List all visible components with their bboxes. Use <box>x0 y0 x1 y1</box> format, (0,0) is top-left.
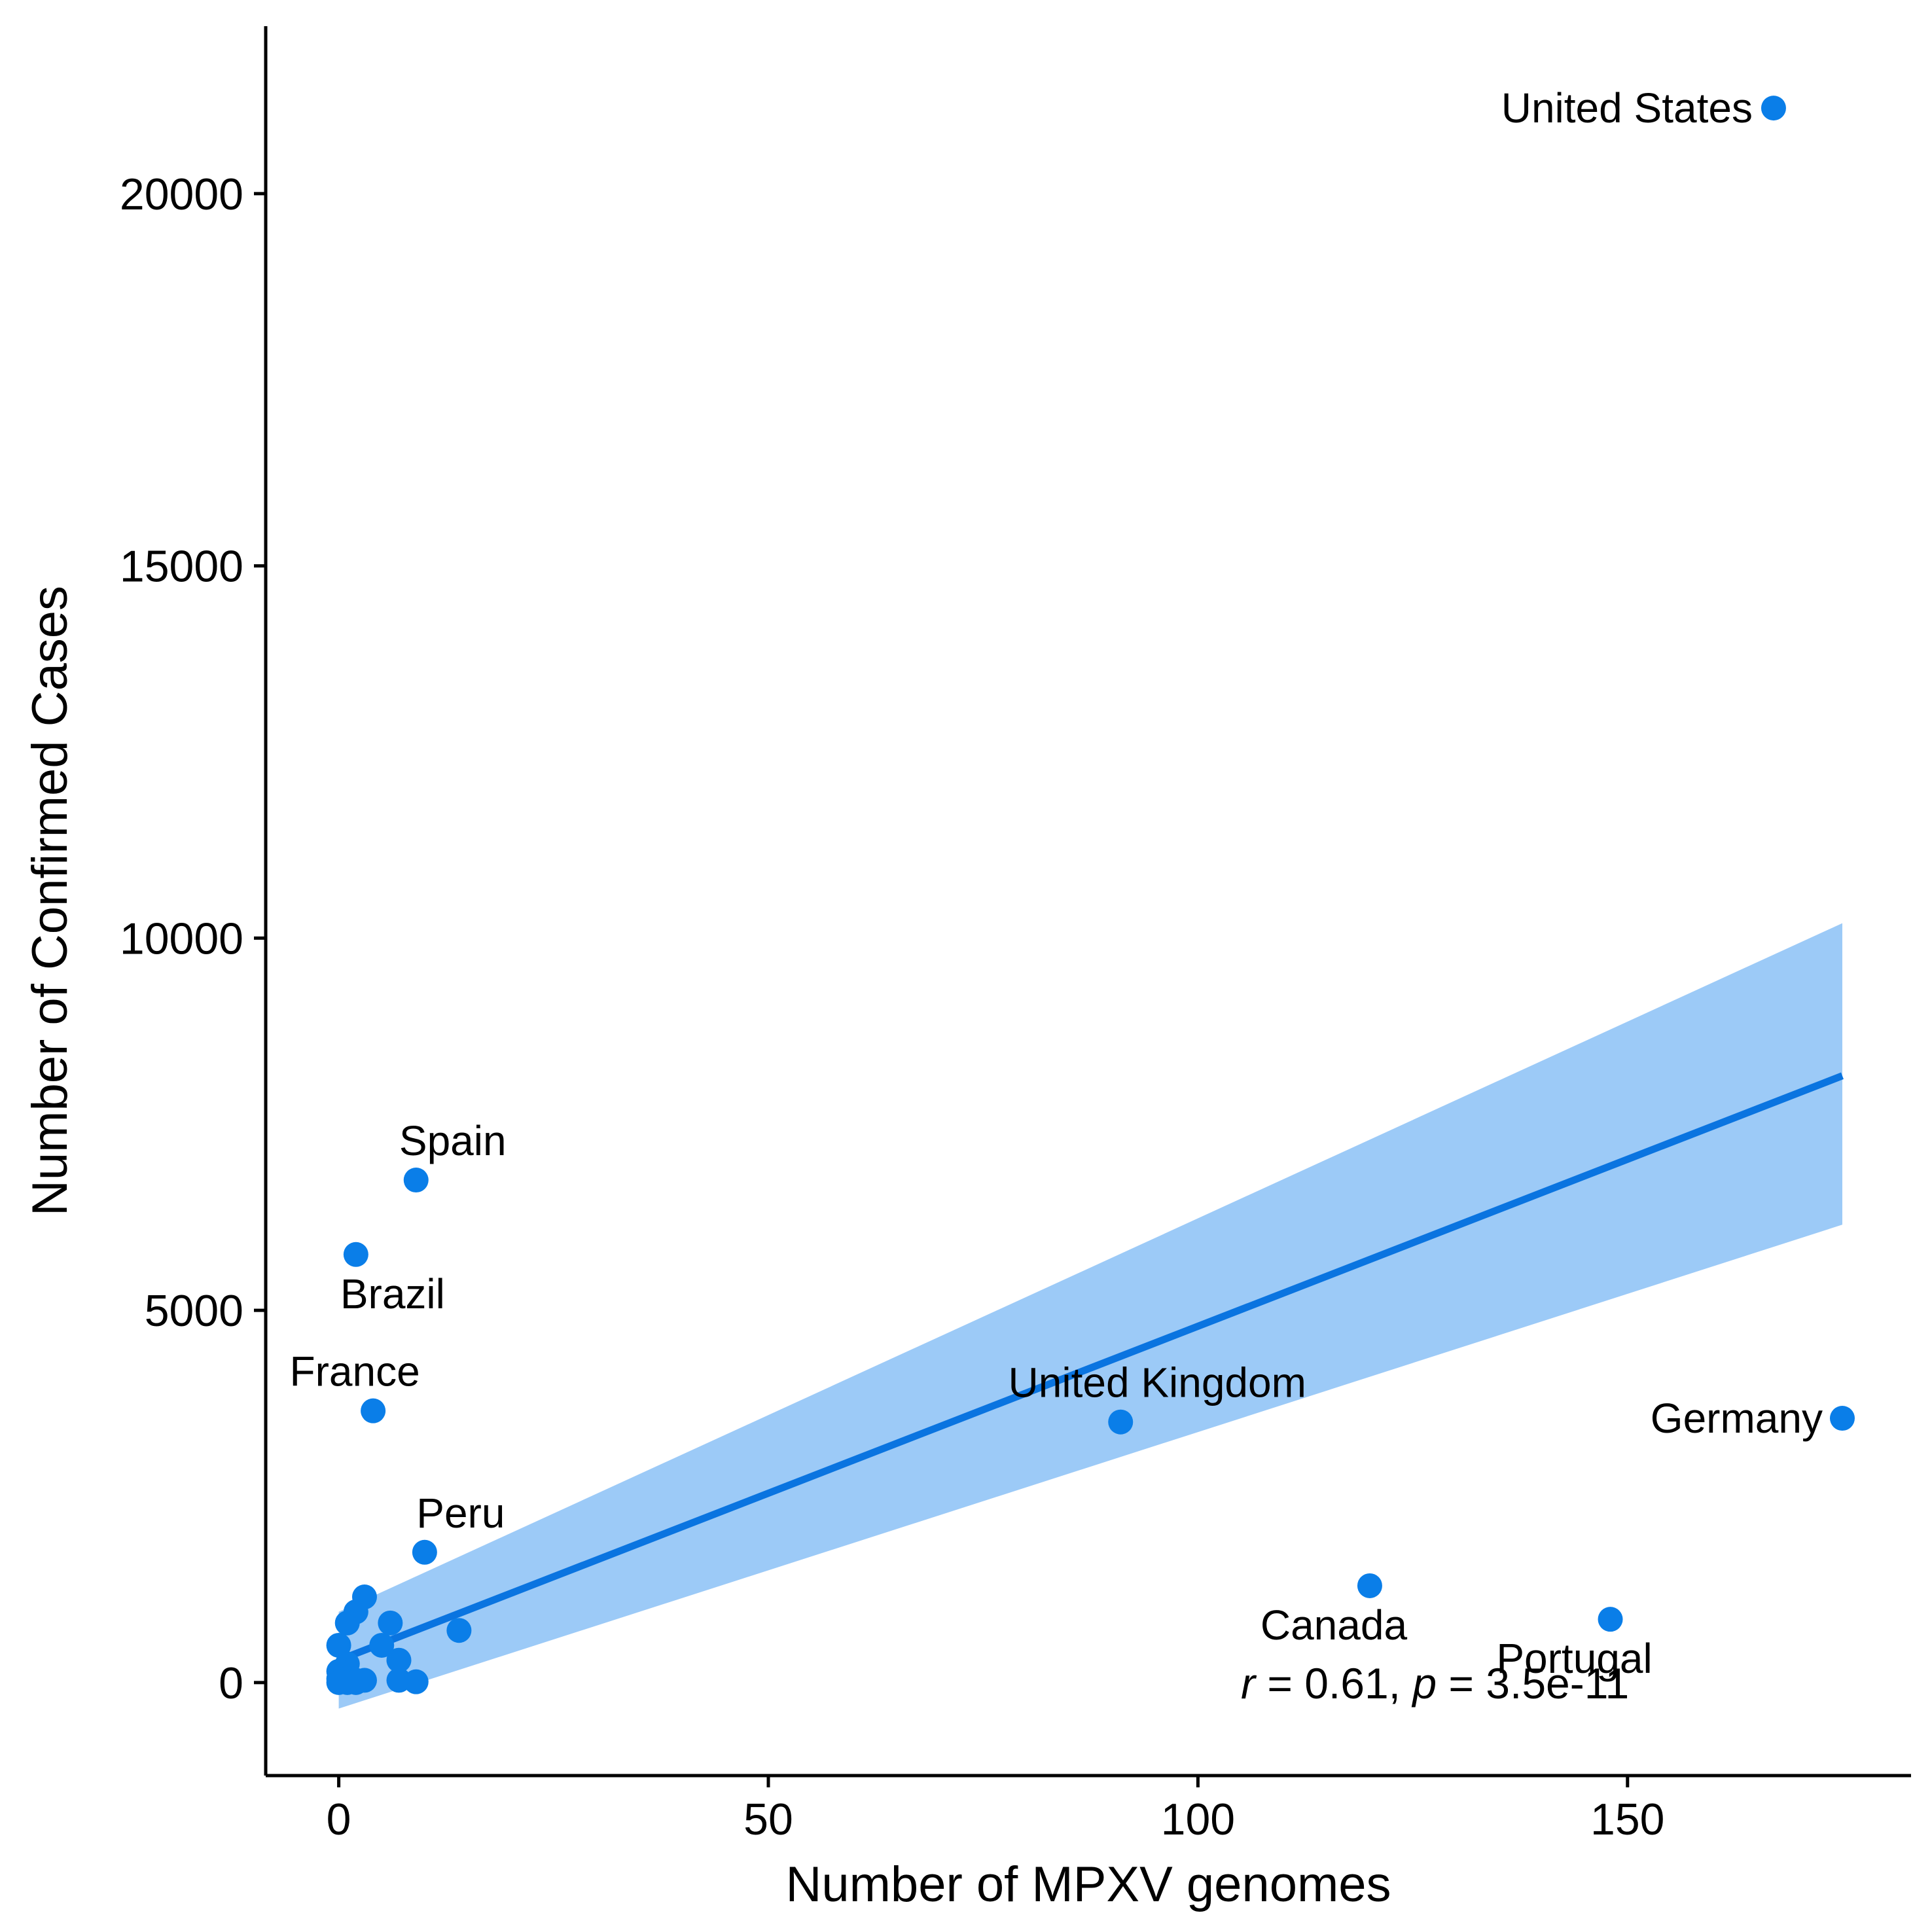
data-point <box>1108 1409 1134 1435</box>
correlation-annotation: r = 0.61, p = 3.5e-11 <box>1241 1659 1629 1708</box>
point-label: Peru <box>416 1490 505 1537</box>
data-point <box>1761 96 1786 121</box>
data-point <box>343 1242 368 1267</box>
regression-line-layer <box>337 1072 1844 1664</box>
data-point <box>334 1610 360 1636</box>
confidence-band <box>338 923 1842 1709</box>
x-tick-label: 0 <box>327 1795 351 1844</box>
y-tick-label: 5000 <box>145 1286 243 1336</box>
data-point <box>378 1610 403 1636</box>
y-tick-label: 0 <box>219 1658 243 1708</box>
x-tick-label: 150 <box>1590 1795 1664 1844</box>
point-label: Brazil <box>340 1270 445 1317</box>
data-point <box>1598 1607 1623 1632</box>
point-label: Portugal <box>1496 1635 1652 1682</box>
data-point <box>403 1669 429 1694</box>
data-point <box>361 1398 386 1423</box>
x-axis-title: Number of MPXV genomes <box>785 1857 1391 1912</box>
y-axis-title: Number of Confirmed Cases <box>22 586 78 1216</box>
x-tick-label: 100 <box>1161 1795 1235 1844</box>
data-point <box>369 1632 395 1658</box>
regression-line <box>337 1072 1844 1664</box>
confidence-band-layer <box>338 923 1842 1709</box>
point-label: Spain <box>399 1117 507 1164</box>
y-tick-label: 15000 <box>120 542 243 592</box>
point-label: United States <box>1501 84 1753 132</box>
data-point <box>412 1539 437 1565</box>
x-tick-label: 50 <box>743 1795 793 1844</box>
data-point <box>446 1618 472 1643</box>
point-label: France <box>290 1348 420 1395</box>
point-labels: United States Spain Brazil France Peru United… <box>290 84 1823 1682</box>
data-point <box>1829 1406 1855 1431</box>
data-point <box>326 1632 351 1658</box>
point-label: Germany <box>1651 1395 1823 1442</box>
y-tick-label: 20000 <box>120 170 243 219</box>
data-point <box>386 1647 412 1673</box>
data-points <box>326 96 1855 1695</box>
axes: 0 50 100 150 0 5000 10000 15000 20000 <box>120 26 1911 1844</box>
y-tick-label: 10000 <box>120 914 243 963</box>
data-point <box>1357 1573 1382 1598</box>
data-point <box>343 1670 368 1695</box>
data-point <box>403 1168 429 1193</box>
point-label: United Kingdom <box>1009 1359 1306 1406</box>
point-label: Canada <box>1261 1601 1408 1649</box>
